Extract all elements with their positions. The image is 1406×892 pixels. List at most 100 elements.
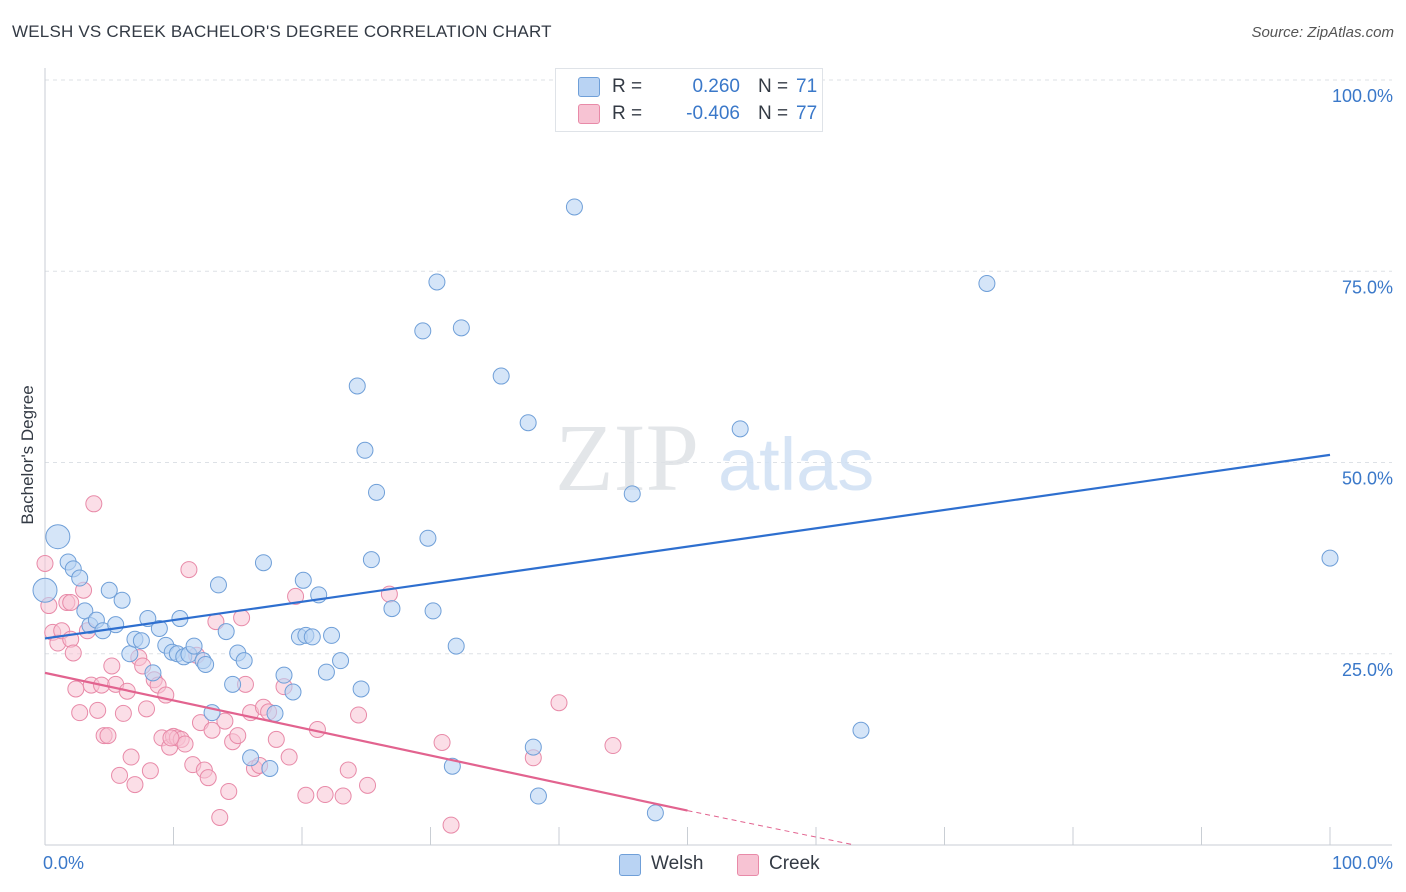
welsh-point <box>121 645 139 663</box>
welsh-point <box>132 632 150 650</box>
welsh-point <box>261 760 279 777</box>
welsh-swatch <box>578 77 600 97</box>
welsh-point <box>731 420 749 438</box>
chart-title: WELSH VS CREEK BACHELOR'S DEGREE CORRELA… <box>12 22 552 41</box>
welsh-point <box>235 652 253 670</box>
creek-point <box>287 587 305 605</box>
creek-point <box>122 748 140 766</box>
watermark-atlas: atlas <box>718 423 874 506</box>
welsh-point <box>1321 549 1339 567</box>
welsh-point <box>565 198 583 216</box>
creek-point <box>180 561 198 579</box>
welsh-trend-line <box>44 453 1331 640</box>
creek-point <box>229 727 247 745</box>
creek-legend-swatch <box>737 854 759 876</box>
welsh-point <box>144 664 162 682</box>
legend-r-label: R = <box>612 103 643 124</box>
welsh-point <box>332 652 350 670</box>
axes <box>44 68 1392 846</box>
source-label: Source: ZipAtlas.com <box>1251 24 1394 41</box>
welsh-point <box>352 680 370 698</box>
creek-point <box>216 712 234 730</box>
legend-n-value: 77 <box>796 103 818 124</box>
creek-point <box>138 700 156 718</box>
welsh-point <box>524 738 542 756</box>
welsh-point <box>197 655 215 673</box>
creek-point <box>604 737 622 755</box>
creek-point <box>550 694 568 712</box>
welsh-point <box>224 675 242 693</box>
welsh-point <box>383 600 401 618</box>
welsh-point <box>356 441 374 459</box>
welsh-point <box>368 483 386 501</box>
welsh-point <box>275 666 293 684</box>
welsh-point <box>107 616 125 634</box>
x-tick-label: 0.0% <box>43 853 84 873</box>
welsh-point <box>519 414 537 432</box>
creek-point <box>359 776 377 794</box>
welsh-point <box>32 577 58 603</box>
creek-point <box>176 735 194 753</box>
creek-trend-extension <box>687 810 855 846</box>
welsh-point <box>254 554 272 572</box>
creek-point <box>433 733 451 751</box>
welsh-point <box>492 367 510 385</box>
welsh-point <box>71 569 89 587</box>
creek-legend-label: Creek <box>769 853 820 874</box>
legend-r-value: 0.260 <box>692 76 740 97</box>
creek-point <box>141 762 159 780</box>
welsh-point <box>185 637 203 655</box>
welsh-point <box>362 551 380 569</box>
welsh-point <box>447 637 465 655</box>
creek-point <box>64 644 82 662</box>
y-tick-label: 50.0% <box>1342 469 1393 489</box>
creek-trend-line <box>44 671 688 812</box>
legend-r-value: -0.406 <box>686 103 740 124</box>
welsh-point <box>303 628 321 646</box>
welsh-point <box>623 485 641 503</box>
welsh-point <box>266 704 284 722</box>
welsh-legend-swatch <box>619 854 641 876</box>
welsh-point <box>113 591 131 609</box>
welsh-point <box>284 683 302 701</box>
creek-point <box>211 808 229 826</box>
creek-point <box>334 787 352 805</box>
creek-point <box>350 706 368 724</box>
creek-swatch <box>578 104 600 124</box>
y-axis-title: Bachelor's Degree <box>18 385 37 524</box>
creek-point <box>316 786 334 804</box>
x-tick-label: 100.0% <box>1332 853 1393 873</box>
creek-point <box>162 729 180 747</box>
creek-point <box>99 727 117 745</box>
legend-n-label: N = <box>758 76 789 97</box>
y-tick-label: 25.0% <box>1342 660 1393 680</box>
tick-labels: 100.0% 75.0% 50.0% 25.0% 0.0% 100.0% <box>43 86 1393 873</box>
creek-point <box>62 593 80 611</box>
welsh-point <box>414 322 432 340</box>
legend-n-label: N = <box>758 103 789 124</box>
welsh-point <box>294 571 312 589</box>
correlation-legend: R = 0.260 N = 71 R = -0.406 N = 77 <box>555 68 823 132</box>
welsh-point <box>443 757 461 775</box>
welsh-point <box>428 273 446 291</box>
welsh-point <box>150 620 168 638</box>
creek-point <box>114 704 132 722</box>
y-tick-label: 75.0% <box>1342 277 1393 297</box>
creek-point <box>67 680 85 698</box>
legend-r-label: R = <box>612 76 643 97</box>
welsh-point <box>217 623 235 641</box>
welsh-point <box>852 721 870 739</box>
gridlines <box>45 79 1392 655</box>
creek-point <box>36 554 54 572</box>
creek-point <box>103 657 121 675</box>
welsh-point <box>978 274 996 292</box>
creek-point <box>71 704 89 722</box>
welsh-point <box>419 529 437 547</box>
creek-point <box>111 766 129 784</box>
welsh-point <box>323 626 341 644</box>
creek-point <box>339 761 357 779</box>
welsh-point <box>529 787 547 805</box>
creek-point <box>126 776 144 794</box>
creek-point <box>267 730 285 748</box>
